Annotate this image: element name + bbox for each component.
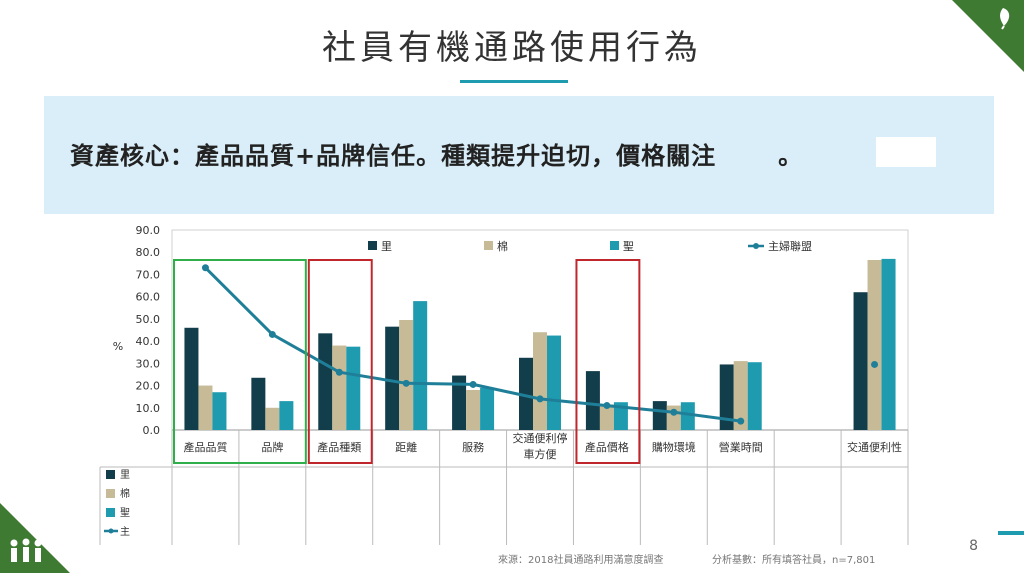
side-legend-label: 主 bbox=[120, 526, 130, 538]
x-tick-label: 車方便 bbox=[524, 447, 557, 461]
page-title: 社員有機通路使用行為 bbox=[322, 28, 702, 68]
bar-聖 bbox=[212, 392, 227, 430]
bar-棉 bbox=[733, 361, 748, 430]
legend-swatch bbox=[484, 241, 493, 250]
line-point bbox=[737, 417, 745, 425]
line-point bbox=[402, 379, 410, 387]
y-tick-label: 10.0 bbox=[136, 402, 161, 415]
bar-里 bbox=[719, 364, 734, 430]
y-tick-label: 20.0 bbox=[136, 380, 161, 393]
bar-里 bbox=[853, 292, 868, 430]
bar-棉 bbox=[599, 404, 614, 430]
x-tick-label: 距離 bbox=[395, 440, 417, 454]
line-point bbox=[536, 395, 544, 403]
bar-里 bbox=[519, 357, 533, 430]
bar-聖 bbox=[881, 258, 896, 430]
bar-棉 bbox=[399, 320, 414, 430]
bar-里 bbox=[318, 333, 333, 430]
people-logo-icon bbox=[10, 538, 42, 562]
side-legend-swatch bbox=[106, 470, 115, 479]
bar-聖 bbox=[480, 387, 495, 430]
corner-decoration-top-right bbox=[952, 0, 1024, 72]
side-legend-label: 棉 bbox=[120, 487, 130, 500]
y-tick-label: 70.0 bbox=[136, 268, 161, 281]
highlight-box-green bbox=[173, 259, 307, 464]
legend-label: 聖 bbox=[623, 240, 634, 253]
highlight-box-red bbox=[307, 259, 373, 464]
x-tick-label: 產品價格 bbox=[585, 440, 629, 454]
line-point bbox=[335, 368, 343, 376]
bar-里 bbox=[452, 375, 467, 430]
x-tick-label: 產品種類 bbox=[317, 440, 361, 454]
bar-棉 bbox=[332, 345, 347, 430]
bar-里 bbox=[385, 326, 400, 430]
legend-label: 棉 bbox=[497, 239, 508, 253]
summary-suffix: 。 bbox=[778, 142, 804, 170]
side-legend-swatch bbox=[106, 489, 115, 498]
summary-banner bbox=[44, 96, 994, 214]
y-tick-label: 60.0 bbox=[136, 291, 161, 304]
y-tick-label: 40.0 bbox=[136, 335, 161, 348]
basis-note: 分析基數：所有填答社員，n=7,801 bbox=[712, 555, 876, 566]
bar-聖 bbox=[613, 402, 628, 430]
bar-里 bbox=[585, 371, 600, 430]
x-tick-label: 購物環境 bbox=[652, 440, 696, 454]
bar-棉 bbox=[466, 390, 481, 430]
line-point bbox=[871, 360, 879, 368]
bar-棉 bbox=[533, 332, 547, 430]
bar-聖 bbox=[413, 301, 428, 430]
x-tick-label: 交通便利性 bbox=[847, 440, 902, 454]
legend-swatch bbox=[368, 241, 377, 250]
side-legend-marker bbox=[108, 528, 114, 534]
bar-里 bbox=[184, 327, 199, 430]
bar-里 bbox=[251, 377, 266, 430]
source-note: 來源：2018社員通路利用滿意度調查 bbox=[498, 555, 664, 566]
legend-line-marker bbox=[753, 243, 759, 249]
y-tick-label: 0.0 bbox=[143, 424, 161, 437]
line-point bbox=[469, 380, 477, 388]
bar-棉 bbox=[867, 260, 882, 430]
legend-label: 主婦聯盟 bbox=[768, 239, 812, 253]
line-point bbox=[201, 264, 209, 272]
line-point bbox=[603, 402, 611, 410]
x-tick-label: 營業時間 bbox=[719, 441, 763, 454]
side-legend-label: 聖 bbox=[120, 507, 130, 519]
x-tick-label: 服務 bbox=[462, 440, 484, 454]
x-tick-label: 品牌 bbox=[261, 440, 283, 454]
bar-棉 bbox=[265, 407, 280, 430]
bar-聖 bbox=[547, 335, 561, 430]
side-legend-label: 里 bbox=[120, 469, 130, 481]
page-number: 8 bbox=[969, 538, 978, 554]
line-point bbox=[268, 330, 276, 338]
y-axis-label: % bbox=[113, 340, 123, 353]
bar-聖 bbox=[680, 402, 695, 430]
title-underline bbox=[460, 80, 568, 83]
legend-swatch bbox=[610, 241, 619, 250]
bar-聖 bbox=[747, 362, 762, 430]
x-tick-label: 產品品質 bbox=[183, 440, 227, 454]
y-tick-label: 80.0 bbox=[136, 246, 161, 259]
x-tick-label: 交通便利停 bbox=[513, 431, 568, 445]
redaction-box bbox=[876, 137, 936, 167]
legend-label: 里 bbox=[381, 240, 392, 253]
bar-棉 bbox=[198, 385, 213, 430]
bar-聖 bbox=[346, 346, 361, 430]
summary-text: 資產核心：產品品質+品牌信任。種類提升迫切，價格關注 。 bbox=[70, 136, 803, 171]
line-point bbox=[670, 408, 678, 416]
y-tick-label: 90.0 bbox=[136, 224, 161, 237]
highlight-box-red bbox=[575, 259, 641, 464]
summary-main-text: 資產核心：產品品質+品牌信任。種類提升迫切，價格關注 bbox=[70, 142, 717, 170]
leaf-logo-icon bbox=[1000, 8, 1010, 30]
page-accent-bar bbox=[998, 531, 1024, 535]
side-legend-swatch bbox=[106, 508, 115, 517]
bar-里 bbox=[652, 401, 667, 430]
y-tick-label: 50.0 bbox=[136, 313, 161, 326]
bar-聖 bbox=[279, 401, 294, 430]
y-tick-label: 30.0 bbox=[136, 357, 161, 370]
